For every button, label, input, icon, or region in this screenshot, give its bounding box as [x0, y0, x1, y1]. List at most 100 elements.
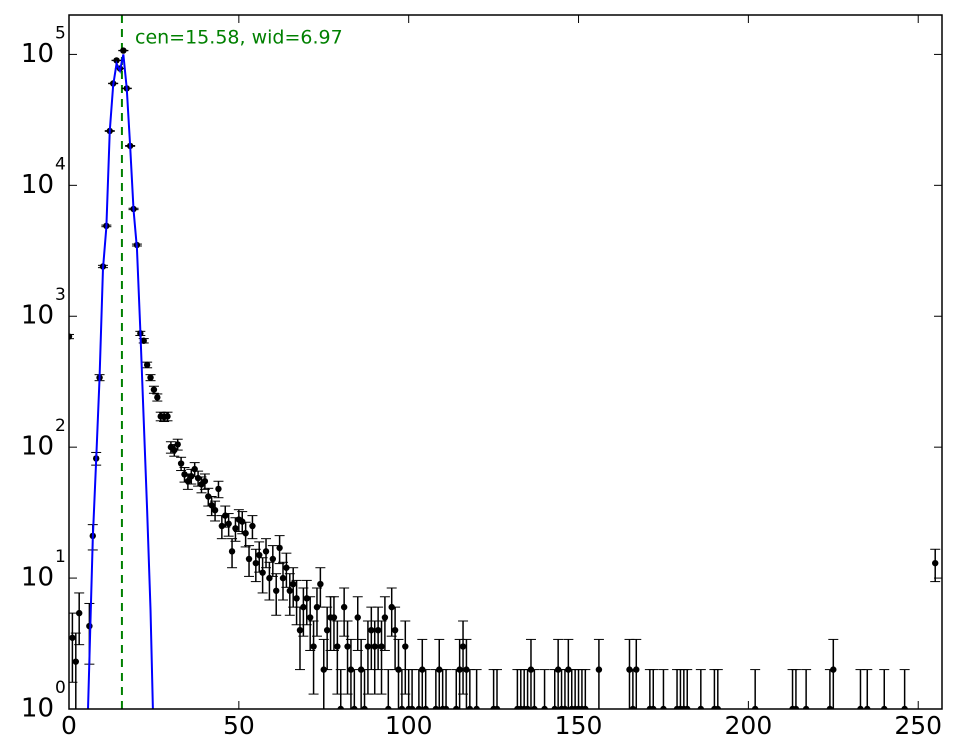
data-point: [361, 705, 368, 709]
data-point: [245, 555, 253, 563]
y-tick-exponent: 2: [55, 416, 66, 436]
data-point: [239, 518, 246, 525]
data-point: [300, 603, 307, 611]
data-point: [289, 580, 297, 588]
x-tick-label: 200: [725, 711, 773, 740]
data-point: [473, 705, 480, 709]
data-point: [351, 705, 358, 709]
data-point: [303, 595, 310, 602]
data-point: [232, 525, 239, 532]
data-point: [857, 705, 864, 709]
data-point: [296, 626, 304, 634]
data-point: [385, 705, 392, 709]
data-point: [442, 705, 450, 709]
data-point: [932, 559, 939, 567]
data-point: [211, 506, 219, 514]
data-point: [184, 477, 192, 485]
data-point: [633, 666, 640, 673]
y-tick-exponent: 4: [55, 154, 66, 174]
data-point: [334, 643, 341, 650]
x-tick-label: 250: [894, 711, 942, 740]
data-point: [306, 614, 314, 621]
data-point: [266, 574, 273, 582]
data-point: [269, 555, 277, 563]
data-point: [154, 394, 161, 401]
data-point: [317, 580, 324, 588]
data-point: [541, 705, 548, 709]
data-point: [286, 587, 293, 594]
data-point: [830, 666, 837, 673]
fit-curve: [87, 54, 154, 709]
data-point: [72, 658, 79, 665]
data-point: [524, 705, 531, 709]
data-point: [493, 705, 501, 709]
data-point: [273, 587, 280, 594]
y-tick-exponent: 1: [55, 547, 66, 567]
data-point: [402, 643, 409, 650]
data-point: [194, 474, 202, 482]
data-point: [398, 705, 406, 709]
data-point: [422, 705, 429, 709]
data-point: [228, 548, 236, 555]
data-point: [374, 626, 382, 634]
data-point: [143, 361, 151, 369]
data-point: [684, 705, 691, 709]
data-point: [453, 705, 460, 709]
data-point: [901, 705, 908, 709]
data-point: [310, 643, 317, 650]
data-point: [531, 705, 538, 709]
data-point: [344, 643, 351, 650]
x-tick-label: 100: [385, 711, 433, 740]
data-point: [147, 374, 154, 381]
data-point: [120, 47, 127, 54]
data-point: [864, 705, 871, 709]
data-point: [792, 705, 800, 709]
y-tick-exponent: 5: [55, 23, 66, 43]
x-tick-label: 50: [223, 711, 255, 740]
data-point: [140, 337, 147, 344]
data-point: [826, 705, 834, 709]
data-point: [381, 614, 389, 621]
data-point: [802, 705, 810, 709]
data-point: [391, 626, 399, 634]
data-point: [323, 626, 331, 634]
data-point: [459, 643, 467, 650]
data-point: [164, 413, 171, 420]
data-point: [364, 643, 372, 650]
data-point: [201, 477, 209, 485]
data-point: [256, 551, 263, 559]
data-point: [432, 705, 440, 709]
y-tick-label: 10: [21, 432, 54, 462]
data-point: [697, 705, 705, 709]
data-point: [561, 705, 569, 709]
data-point: [174, 441, 181, 448]
data-point: [75, 609, 83, 617]
y-tick-label: 10: [21, 563, 54, 593]
annotation: cen=15.58, wid=6.97: [135, 27, 343, 49]
data-point: [337, 705, 344, 709]
data-point: [408, 705, 416, 709]
data-point: [582, 705, 589, 709]
data-point: [249, 522, 256, 530]
data-point: [259, 569, 266, 576]
data-point: [262, 548, 270, 555]
data-point: [595, 666, 603, 673]
x-tick-label: 150: [555, 711, 603, 740]
data-point: [218, 522, 226, 530]
data-point: [415, 705, 423, 709]
data-point: [660, 705, 667, 709]
data-point: [881, 705, 888, 709]
data-point: [279, 574, 287, 582]
data-point: [551, 705, 558, 709]
data-point: [466, 705, 474, 709]
plot-area: [69, 15, 941, 709]
data-point: [69, 333, 73, 340]
data-point: [113, 57, 120, 64]
data-point: [340, 603, 348, 611]
x-tick-label: 0: [61, 711, 77, 740]
data-point: [242, 530, 249, 537]
data-point: [293, 595, 300, 602]
y-tick-label: 10: [21, 301, 54, 331]
